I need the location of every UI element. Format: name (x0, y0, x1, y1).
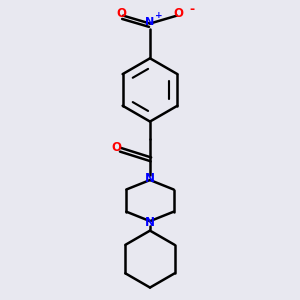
Text: N: N (145, 216, 155, 229)
Text: -: - (190, 3, 195, 16)
Text: O: O (116, 7, 127, 20)
Text: N: N (146, 17, 154, 27)
Text: O: O (111, 141, 121, 154)
Text: N: N (145, 172, 155, 185)
Text: +: + (155, 11, 163, 20)
Text: O: O (173, 7, 184, 20)
